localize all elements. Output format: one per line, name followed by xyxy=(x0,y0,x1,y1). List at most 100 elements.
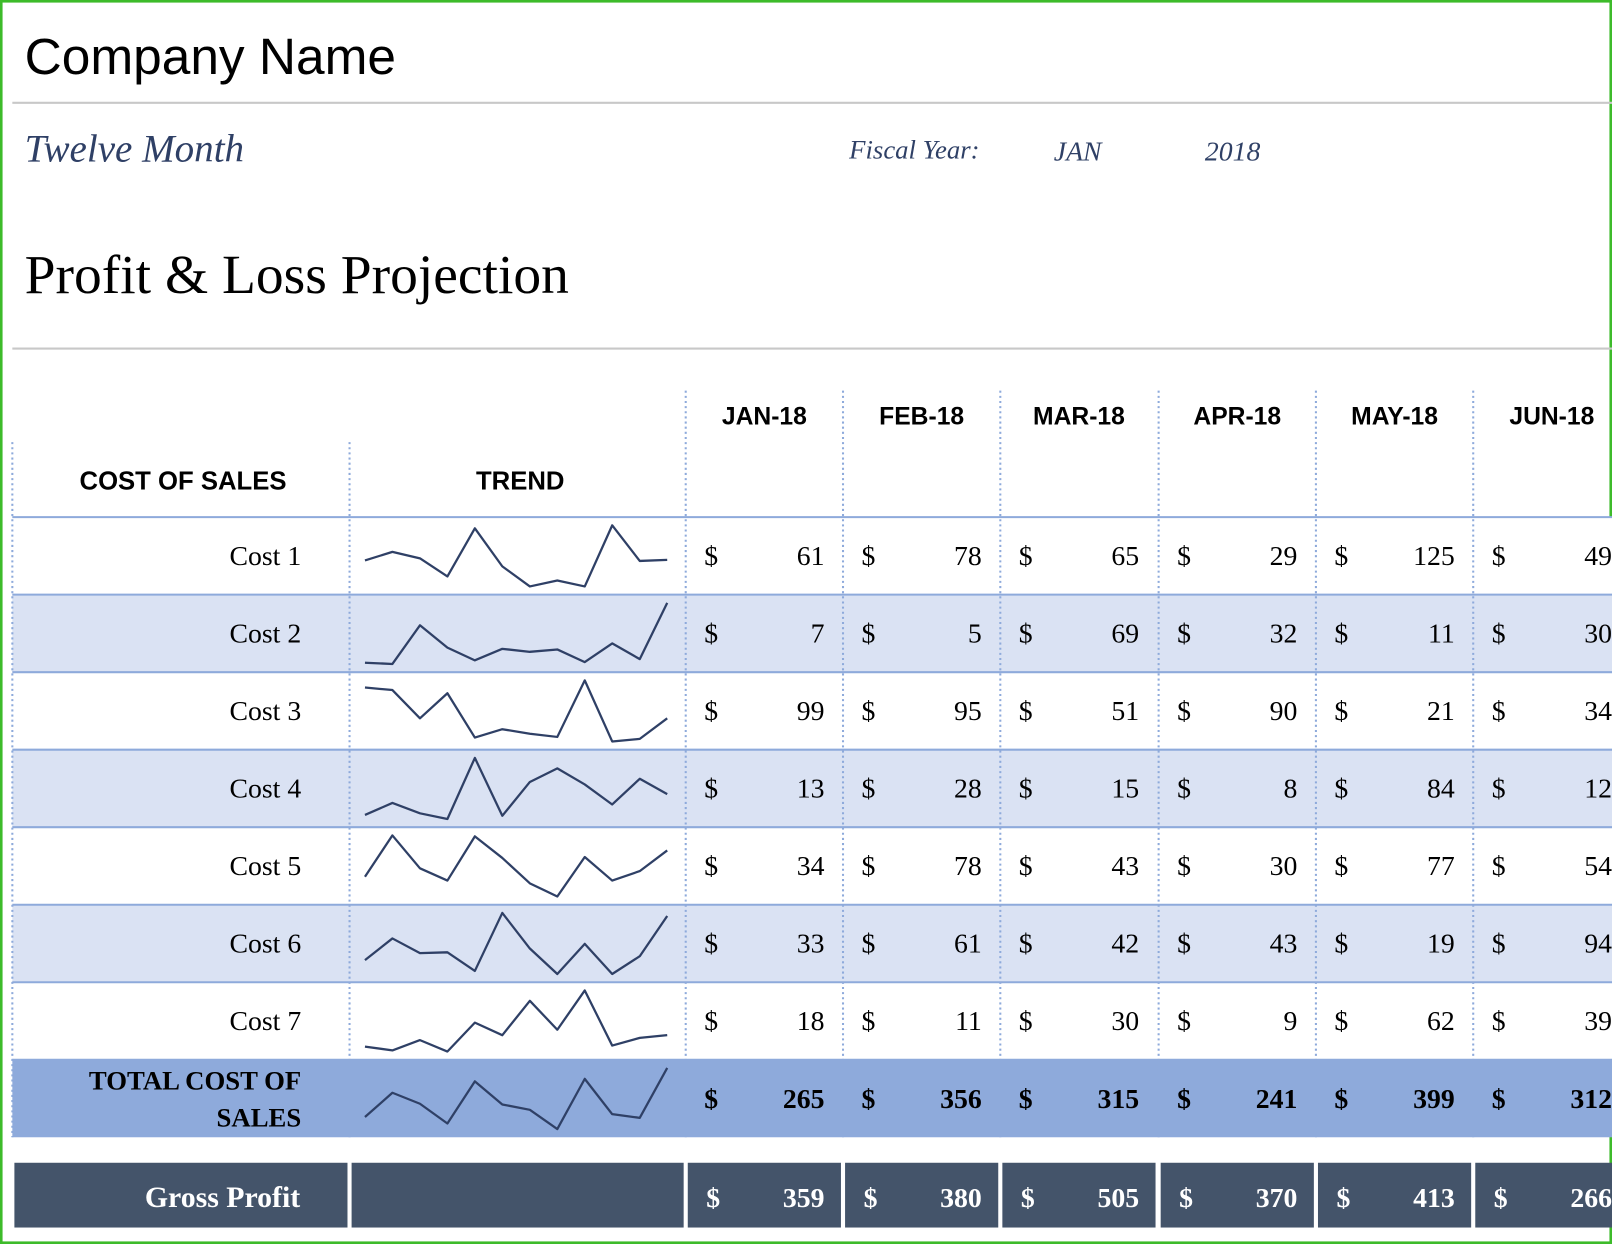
cell-value: 99 xyxy=(797,696,825,727)
currency-symbol: $ xyxy=(704,619,718,650)
total-label: TOTAL COST OF xyxy=(89,1066,301,1096)
row-background xyxy=(12,904,1612,983)
row-background xyxy=(12,827,1612,905)
row-label: Cost 2 xyxy=(230,619,302,650)
currency-symbol: $ xyxy=(862,929,876,960)
gross-profit-cell xyxy=(351,1162,684,1228)
gross-profit-value: 505 xyxy=(1097,1183,1139,1214)
row-label: Cost 1 xyxy=(230,541,302,572)
gross-profit-cell xyxy=(1475,1162,1612,1228)
total-background xyxy=(12,1059,1612,1138)
sparkline xyxy=(364,989,668,1053)
fiscal-year: 2018 xyxy=(1205,136,1261,167)
cell-value: 19 xyxy=(1427,929,1455,960)
cell-value: 11 xyxy=(955,1006,982,1037)
gross-profit-cell xyxy=(1002,1162,1156,1228)
currency-symbol: $ xyxy=(1334,1006,1348,1037)
currency-symbol: $ xyxy=(1177,1084,1191,1115)
gross-profit-value: 370 xyxy=(1256,1183,1298,1214)
sparkline xyxy=(364,524,668,588)
row-label: Cost 6 xyxy=(230,929,302,960)
currency-symbol: $ xyxy=(1019,1084,1033,1115)
cell-value: 399 xyxy=(1413,1084,1455,1115)
month-header: MAY-18 xyxy=(1351,404,1438,431)
gross-profit-cell xyxy=(1317,1162,1472,1228)
month-header: JAN-18 xyxy=(722,404,807,431)
cell-value: 30 xyxy=(1270,851,1298,882)
currency-symbol: $ xyxy=(1492,851,1506,882)
cell-value: 34 xyxy=(1584,696,1612,727)
cell-value: 61 xyxy=(954,929,982,960)
currency-symbol: $ xyxy=(1334,541,1348,572)
cell-value: 29 xyxy=(1270,541,1298,572)
cell-value: 9 xyxy=(1284,1006,1298,1037)
gross-profit-cell xyxy=(845,1162,999,1228)
currency-symbol: $ xyxy=(1019,851,1033,882)
cell-value: 84 xyxy=(1427,774,1455,805)
currency-symbol: $ xyxy=(1334,851,1348,882)
cell-value: 21 xyxy=(1427,696,1455,727)
row-background xyxy=(12,672,1612,750)
currency-symbol: $ xyxy=(862,1006,876,1037)
currency-symbol: $ xyxy=(1019,929,1033,960)
gross-profit-value: 266 xyxy=(1570,1183,1612,1214)
cell-value: 18 xyxy=(797,1006,825,1037)
currency-symbol: $ xyxy=(1177,1006,1191,1037)
currency-symbol: $ xyxy=(1019,774,1033,805)
gross-profit-cell xyxy=(14,1162,348,1228)
sparkline xyxy=(364,756,668,821)
column-header: TREND xyxy=(476,467,564,495)
cell-value: 32 xyxy=(1270,619,1298,650)
currency-symbol: $ xyxy=(704,851,718,882)
currency-symbol: $ xyxy=(862,774,876,805)
currency-symbol: $ xyxy=(1177,929,1191,960)
currency-symbol: $ xyxy=(1021,1183,1035,1214)
fiscal-month: JAN xyxy=(1054,136,1103,167)
currency-symbol: $ xyxy=(1492,774,1506,805)
month-header: MAR-18 xyxy=(1033,404,1125,431)
sparkline xyxy=(364,602,669,666)
currency-symbol: $ xyxy=(704,541,718,572)
cell-value: 13 xyxy=(797,774,825,805)
row-label: Cost 7 xyxy=(230,1006,302,1037)
title: Profit & Loss Projection xyxy=(25,245,569,306)
currency-symbol: $ xyxy=(862,696,876,727)
currency-symbol: $ xyxy=(1334,1084,1348,1115)
cell-value: 241 xyxy=(1256,1084,1298,1115)
total-label: SALES xyxy=(217,1103,302,1133)
currency-symbol: $ xyxy=(1494,1183,1508,1214)
row-label: Cost 5 xyxy=(230,851,302,882)
cell-value: 49 xyxy=(1584,541,1612,572)
cell-value: 28 xyxy=(954,774,982,805)
cell-value: 61 xyxy=(797,541,825,572)
gross-profit-value: 359 xyxy=(783,1183,825,1214)
currency-symbol: $ xyxy=(1019,696,1033,727)
currency-symbol: $ xyxy=(1334,619,1348,650)
cell-value: 34 xyxy=(797,851,825,882)
cell-value: 65 xyxy=(1111,541,1139,572)
currency-symbol: $ xyxy=(1177,696,1191,727)
cell-value: 95 xyxy=(954,696,982,727)
cell-value: 94 xyxy=(1584,929,1612,960)
currency-symbol: $ xyxy=(864,1183,878,1214)
currency-symbol: $ xyxy=(1019,1006,1033,1037)
currency-symbol: $ xyxy=(1334,929,1348,960)
cell-value: 30 xyxy=(1111,1006,1139,1037)
currency-symbol: $ xyxy=(1492,696,1506,727)
currency-symbol: $ xyxy=(1492,541,1506,572)
row-background xyxy=(12,517,1612,595)
currency-symbol: $ xyxy=(706,1183,720,1214)
gross-profit-value: 413 xyxy=(1413,1183,1455,1214)
currency-symbol: $ xyxy=(1177,851,1191,882)
row-background xyxy=(12,749,1612,828)
month-header: JUN-18 xyxy=(1509,404,1594,431)
currency-symbol: $ xyxy=(1492,929,1506,960)
column-header: COST OF SALES xyxy=(80,467,287,495)
cell-value: 78 xyxy=(954,541,982,572)
cell-value: 5 xyxy=(968,619,982,650)
gross-profit-label: Gross Profit xyxy=(145,1181,300,1214)
currency-symbol: $ xyxy=(1492,619,1506,650)
currency-symbol: $ xyxy=(862,851,876,882)
currency-symbol: $ xyxy=(1336,1183,1350,1214)
